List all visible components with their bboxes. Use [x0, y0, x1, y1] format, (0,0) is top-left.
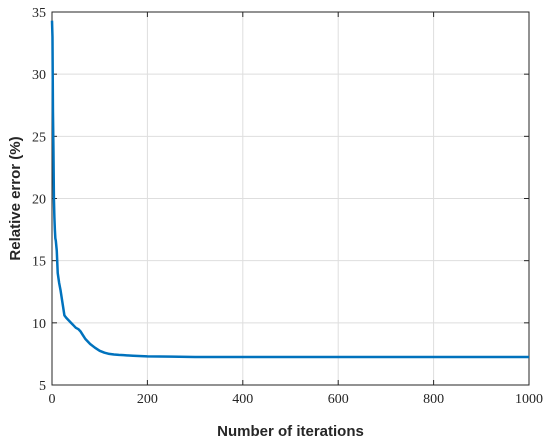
y-tick-label: 10 — [32, 317, 46, 332]
grid-lines — [52, 12, 529, 385]
x-tick-label: 600 — [328, 392, 349, 407]
y-tick-label: 15 — [32, 255, 46, 270]
series-layer — [50, 20, 529, 359]
y-tick-label: 25 — [32, 130, 46, 145]
y-tick-labels: 5 10 15 20 25 30 35 — [32, 6, 46, 394]
x-tick-labels: 0 200 400 600 800 1000 — [49, 392, 544, 407]
x-tick-label: 1000 — [515, 392, 543, 407]
x-tick-label: 0 — [49, 392, 56, 407]
y-tick-label: 5 — [39, 379, 46, 394]
x-tick-label: 400 — [232, 392, 253, 407]
y-axis-label: Relative error (%) — [7, 136, 24, 260]
y-tick-label: 30 — [32, 68, 46, 83]
x-tick-label: 800 — [423, 392, 444, 407]
x-axis-label: Number of iterations — [217, 423, 364, 440]
x-tick-label: 200 — [137, 392, 158, 407]
y-tick-label: 20 — [32, 193, 46, 208]
series-line — [50, 20, 529, 359]
y-tick-label: 35 — [32, 6, 46, 21]
